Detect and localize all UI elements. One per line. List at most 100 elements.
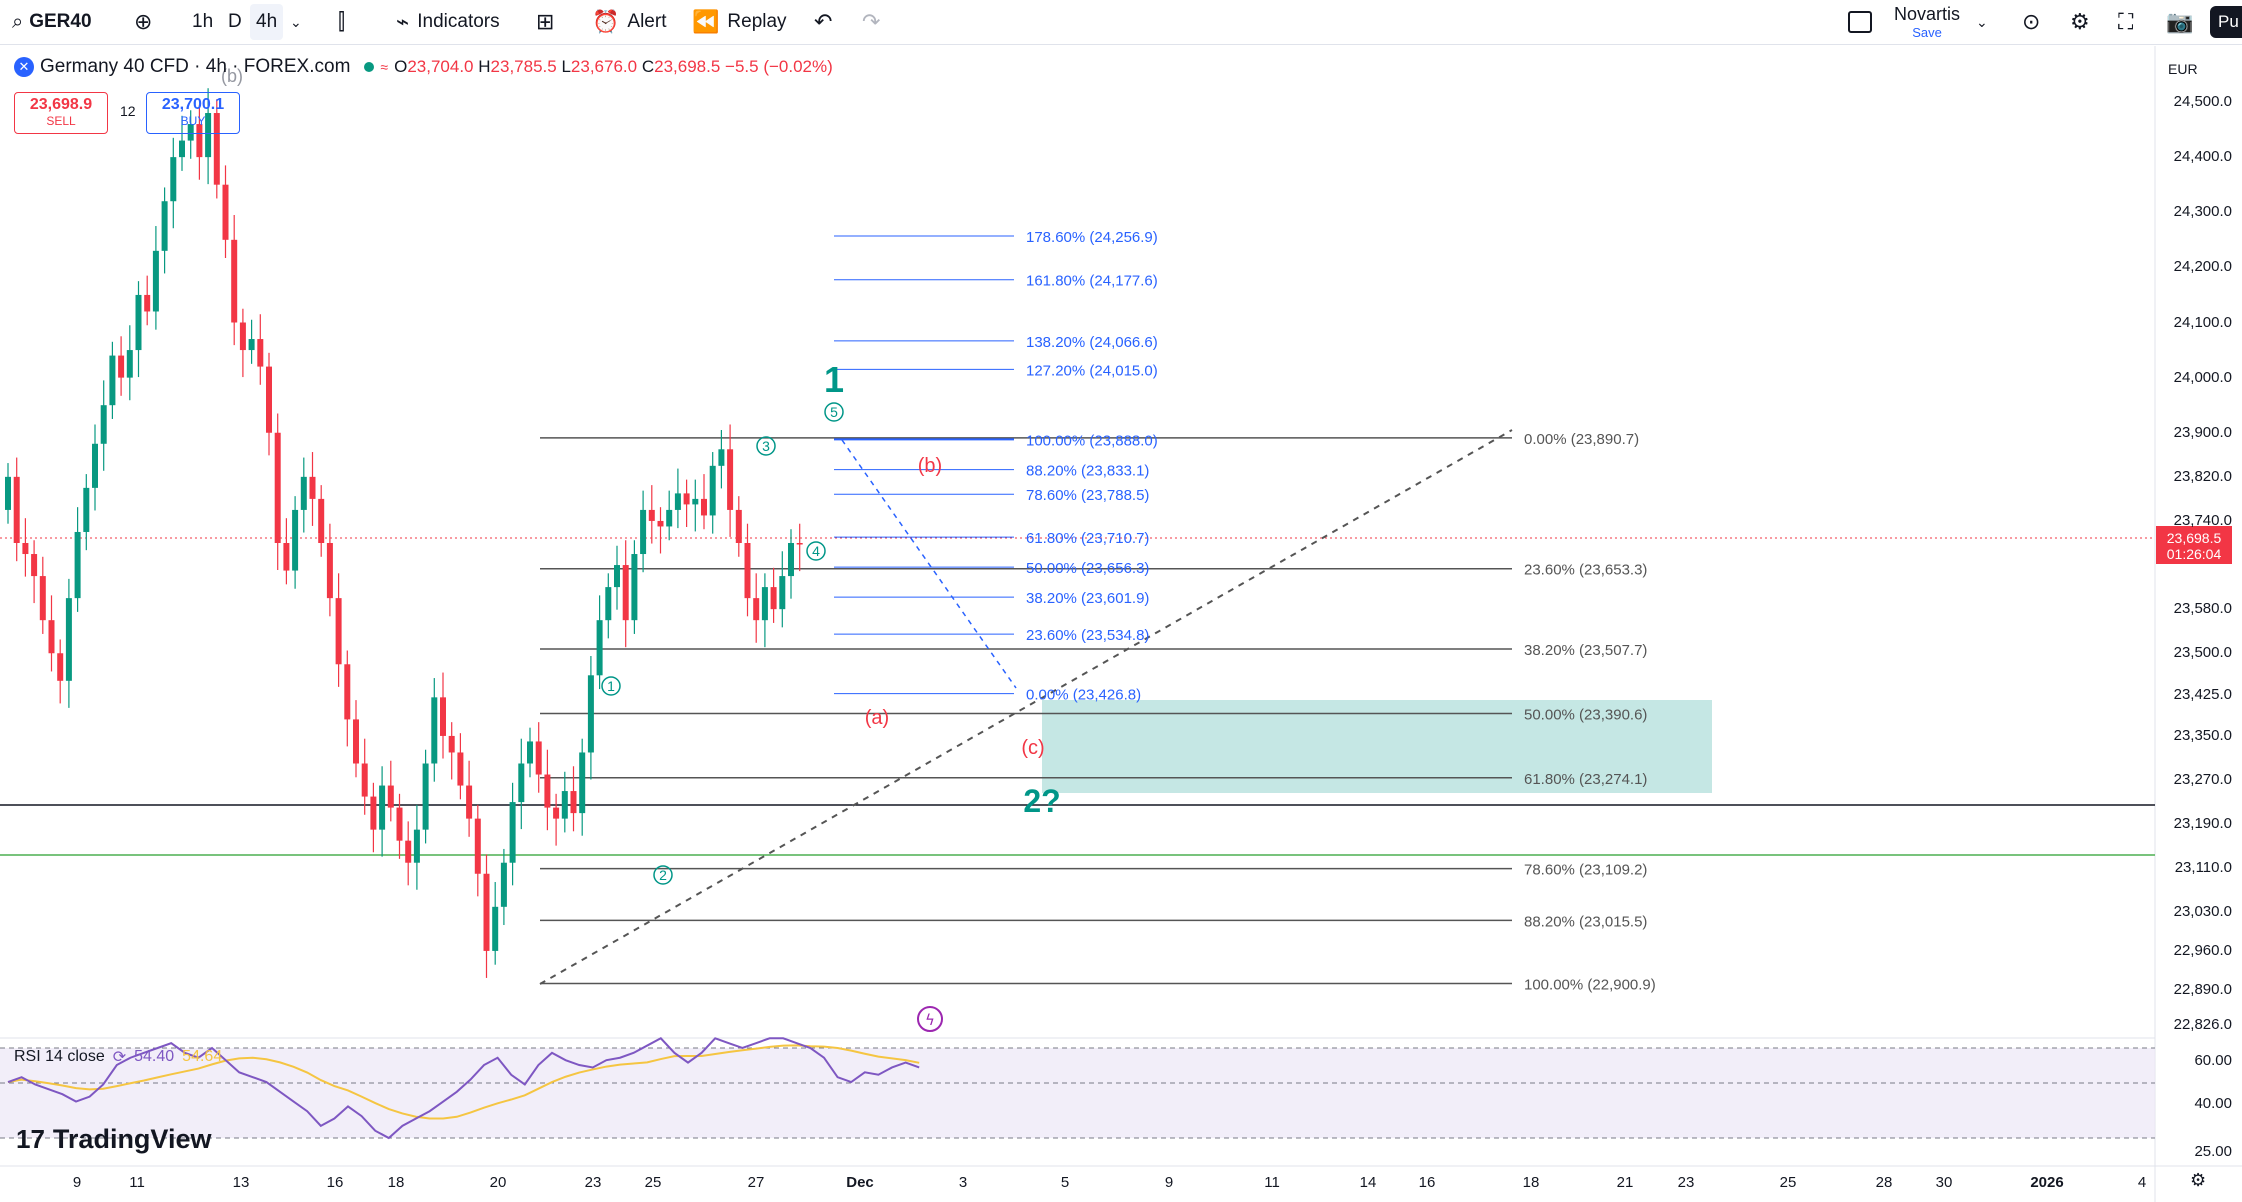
fib-extension-trendline bbox=[841, 439, 1017, 689]
price-tick-label: 22,890.0 bbox=[2173, 980, 2232, 998]
price-tick-label: 23,740.0 bbox=[2173, 511, 2232, 529]
wave-b-top-label: (b) bbox=[221, 66, 243, 86]
wave-circle-5-label: 5 bbox=[830, 404, 838, 420]
candle-body bbox=[239, 322, 246, 351]
chart-title[interactable]: Germany 40 CFD · 4h · FOREX.com bbox=[40, 56, 351, 77]
fib-extension-label: 23.60% (23,534.8) bbox=[1026, 627, 1149, 644]
publish-button[interactable]: Pu bbox=[2210, 6, 2242, 38]
event-icon[interactable] bbox=[917, 1006, 943, 1032]
price-tick-label: 23,110.0 bbox=[2174, 859, 2232, 877]
interval-d[interactable]: D bbox=[228, 0, 242, 44]
snapshot-button[interactable]: 📷 bbox=[2166, 0, 2193, 44]
chart-type-button[interactable]: ⫿ bbox=[338, 0, 345, 44]
rsi-ma-line bbox=[7, 1044, 920, 1120]
time-tick-label: 16 bbox=[326, 1174, 344, 1191]
candle-body bbox=[753, 598, 760, 621]
redo-button[interactable]: ↷ bbox=[862, 0, 880, 44]
time-tick-label: 18 bbox=[387, 1174, 405, 1191]
candle-body bbox=[170, 157, 177, 202]
candle-body bbox=[779, 576, 786, 610]
candle-body bbox=[509, 802, 516, 863]
undo-icon: ↶ bbox=[814, 9, 833, 34]
wave-circle-4-label: 4 bbox=[812, 543, 820, 559]
price-tick-label: 23,030.0 bbox=[2173, 903, 2232, 921]
candle-body bbox=[413, 829, 420, 863]
price-tick-label: 23,425.0 bbox=[2173, 685, 2232, 703]
candle-body bbox=[196, 124, 203, 158]
layout-checkbox[interactable] bbox=[1848, 0, 1872, 44]
indicators-button[interactable]: ⌁ Indicators bbox=[396, 0, 500, 44]
high-value: 23,785.5 bbox=[490, 57, 557, 76]
interval-dropdown[interactable]: ⌄ bbox=[290, 0, 302, 44]
buy-button[interactable]: 23,700.1 BUY bbox=[146, 92, 240, 134]
candle-body bbox=[22, 543, 29, 555]
interval-4h-label: 4h bbox=[256, 11, 278, 32]
time-tick-label: 28 bbox=[1875, 1174, 1893, 1191]
price-tick-label: 23,580.0 bbox=[2173, 600, 2232, 618]
interval-d-label: D bbox=[228, 11, 242, 32]
interval-4h[interactable]: 4h bbox=[250, 4, 284, 40]
wave-circle-2 bbox=[653, 865, 673, 885]
candle-body bbox=[379, 785, 386, 830]
candle-body bbox=[405, 840, 412, 863]
settings-button[interactable]: ⚙ bbox=[2070, 0, 2090, 44]
replay-button[interactable]: ⏪ Replay bbox=[692, 0, 787, 44]
price-tick-label: 23,820.0 bbox=[2173, 467, 2232, 485]
candle-body bbox=[457, 752, 464, 786]
time-tick-label: 2026 bbox=[2030, 1174, 2064, 1191]
candle-body bbox=[744, 543, 751, 599]
undo-button[interactable]: ↶ bbox=[814, 0, 832, 44]
candle-body bbox=[161, 201, 168, 251]
interval-1h-label: 1h bbox=[192, 11, 214, 32]
candle-body bbox=[231, 239, 238, 323]
price-chart[interactable]: 1 2? (a) (b) (c) (b) 1 2 3 4 5 ϟ 0.00% (… bbox=[0, 46, 2242, 1202]
price-tick-label: 22,960.0 bbox=[2173, 941, 2232, 959]
fib-retracement-label: 50.00% (23,390.6) bbox=[1524, 707, 1647, 724]
candle-body bbox=[622, 565, 629, 621]
rsi-ma-value: 54.64 bbox=[182, 1048, 223, 1065]
candle-body bbox=[152, 250, 159, 312]
add-symbol-button[interactable]: ⊕ bbox=[134, 0, 152, 44]
templates-button[interactable]: ⊞ bbox=[536, 0, 554, 44]
layout-name-button[interactable]: Novartis Save bbox=[1894, 4, 1960, 40]
fullscreen-button[interactable]: ⛶ bbox=[2118, 0, 2133, 44]
interval-1h[interactable]: 1h bbox=[192, 0, 213, 44]
candle-body bbox=[657, 520, 664, 527]
wave-a-label: (a) bbox=[865, 707, 889, 729]
time-tick-label: 11 bbox=[129, 1174, 145, 1191]
alert-button[interactable]: ⏰ Alert bbox=[592, 0, 666, 44]
time-tick-label: 25 bbox=[1779, 1174, 1797, 1191]
candle-body bbox=[640, 509, 647, 555]
candle-body bbox=[770, 587, 777, 610]
time-tick-label: 11 bbox=[1264, 1174, 1280, 1191]
symbol-search[interactable]: ⌕ GER40 bbox=[12, 0, 92, 44]
fib-extension-lines bbox=[834, 235, 1014, 695]
chevron-down-icon: ⌄ bbox=[290, 13, 302, 30]
time-tick-label: 20 bbox=[489, 1174, 507, 1191]
time-axis-settings[interactable]: ⚙ bbox=[2190, 1170, 2206, 1191]
replay-label: Replay bbox=[727, 11, 787, 32]
candle-body bbox=[544, 774, 551, 808]
fib-retracement-label: 23.60% (23,653.3) bbox=[1524, 562, 1647, 579]
candle-body bbox=[709, 465, 716, 516]
market-open-icon bbox=[364, 62, 375, 72]
tradingview-logo: 17 TradingView bbox=[16, 1124, 211, 1155]
rsi-label[interactable]: RSI 14 close bbox=[14, 1048, 105, 1065]
fib-retracement-lines bbox=[540, 437, 1512, 985]
currency-selector[interactable]: EUR bbox=[2168, 61, 2198, 77]
candle-body bbox=[48, 620, 55, 654]
rsi-settings-icon[interactable]: ⟳ bbox=[112, 1049, 127, 1066]
open-value: 23,704.0 bbox=[407, 57, 474, 76]
rewind-icon: ⏪ bbox=[692, 9, 720, 34]
candle-body bbox=[361, 763, 368, 797]
candle-body bbox=[431, 697, 438, 764]
candle-body bbox=[39, 576, 46, 621]
price-tick-label: 24,200.0 bbox=[2173, 258, 2232, 276]
quick-search-button[interactable]: ⊙ bbox=[2022, 0, 2040, 44]
fib-retracement-label: 0.00% (23,890.7) bbox=[1524, 431, 1639, 448]
candle-body bbox=[92, 443, 98, 488]
sell-button[interactable]: 23,698.9 SELL bbox=[14, 92, 108, 134]
layout-dropdown[interactable]: ⌄ bbox=[1976, 0, 1988, 44]
time-tick-label: 23 bbox=[584, 1174, 602, 1191]
candle-body bbox=[118, 355, 125, 378]
